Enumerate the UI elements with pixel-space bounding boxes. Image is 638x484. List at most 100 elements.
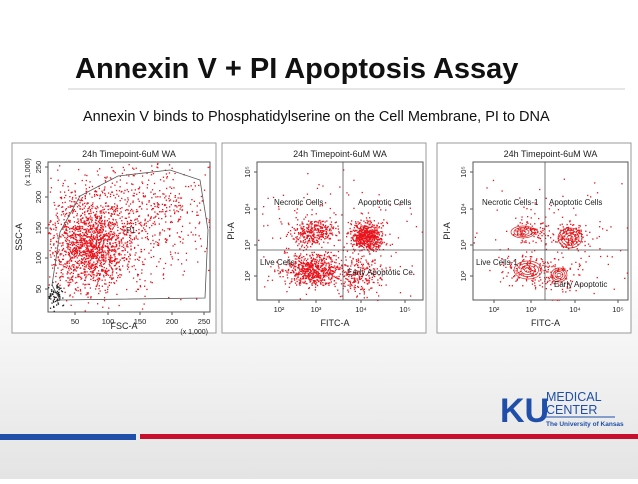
event-dot xyxy=(522,285,524,287)
event-dot xyxy=(421,231,423,233)
event-dot xyxy=(94,190,97,192)
event-dot xyxy=(295,255,297,257)
event-dot xyxy=(62,273,64,275)
event-dot xyxy=(76,281,78,284)
event-dot xyxy=(92,245,94,247)
event-dot xyxy=(322,279,324,281)
event-dot xyxy=(122,265,124,267)
event-dot xyxy=(186,211,188,213)
event-dot xyxy=(89,265,91,268)
event-dot xyxy=(527,216,529,218)
event-dot xyxy=(106,234,108,237)
event-dot xyxy=(577,229,580,231)
event-dot xyxy=(305,216,307,218)
event-dot xyxy=(376,232,378,234)
event-dot xyxy=(89,217,91,219)
event-dot xyxy=(564,235,566,237)
event-dot xyxy=(372,241,374,243)
event-dot xyxy=(331,275,334,277)
event-dot xyxy=(85,241,87,243)
x-tick-label: 10⁵ xyxy=(612,305,623,314)
event-dot xyxy=(143,248,146,251)
event-dot xyxy=(76,253,78,255)
event-dot xyxy=(502,261,504,264)
event-dot xyxy=(106,233,108,235)
event-dot xyxy=(561,236,564,238)
event-dot xyxy=(98,235,101,237)
event-dot xyxy=(88,283,91,285)
event-dot xyxy=(137,188,139,190)
event-dot xyxy=(132,175,134,177)
event-dot xyxy=(330,273,332,275)
event-dot xyxy=(364,234,366,236)
event-dot xyxy=(554,258,556,260)
event-dot xyxy=(501,271,503,274)
event-dot xyxy=(98,292,100,295)
event-dot xyxy=(91,251,93,253)
event-dot xyxy=(496,209,498,211)
event-dot xyxy=(119,217,121,219)
y-axis-label: PI-A xyxy=(226,222,236,240)
event-dot xyxy=(57,179,59,181)
event-dot xyxy=(359,226,362,229)
event-dot xyxy=(361,275,363,278)
event-dot xyxy=(85,222,87,224)
event-dot xyxy=(289,272,292,274)
event-dot xyxy=(313,275,316,278)
event-dot xyxy=(97,277,99,279)
event-dot xyxy=(95,255,97,257)
event-dot xyxy=(360,230,363,232)
event-dot xyxy=(267,224,269,227)
contour xyxy=(556,272,562,278)
event-dot xyxy=(369,229,371,231)
event-dot xyxy=(49,296,51,299)
event-dot xyxy=(67,285,70,287)
event-dot xyxy=(312,230,314,232)
event-dot xyxy=(87,257,89,260)
event-dot xyxy=(74,268,76,270)
event-dot xyxy=(573,274,575,276)
event-dot xyxy=(337,268,339,270)
event-dot xyxy=(319,234,321,236)
event-dot xyxy=(367,267,369,270)
event-dot xyxy=(577,243,579,245)
event-dot xyxy=(100,251,102,254)
event-dot xyxy=(547,235,549,237)
event-dot xyxy=(91,265,93,267)
logo-mark: KU xyxy=(500,392,549,430)
event-dot xyxy=(80,228,82,230)
event-dot xyxy=(117,277,119,279)
event-dot xyxy=(91,227,94,229)
event-dot xyxy=(170,204,172,206)
event-dot xyxy=(92,244,94,246)
event-dot xyxy=(63,219,65,221)
event-dot xyxy=(50,228,52,230)
event-dot xyxy=(132,195,134,197)
event-dot xyxy=(81,227,84,230)
event-dot xyxy=(299,260,301,263)
event-dot xyxy=(571,229,573,231)
event-dot xyxy=(128,205,130,207)
event-dot xyxy=(323,241,325,243)
event-dot xyxy=(101,270,103,272)
event-dot xyxy=(99,217,101,219)
event-dot xyxy=(553,234,555,236)
event-dot xyxy=(369,240,371,242)
event-dot xyxy=(626,227,629,229)
event-dot xyxy=(306,271,308,273)
event-dot xyxy=(145,230,147,233)
event-dot xyxy=(299,233,301,235)
event-dot xyxy=(70,281,72,283)
event-dot xyxy=(73,233,75,235)
event-dot xyxy=(562,229,565,232)
event-dot xyxy=(367,283,369,285)
event-dot xyxy=(329,268,331,270)
event-dot xyxy=(93,230,95,232)
logo-line: The University of Kansas xyxy=(546,421,624,428)
event-dot xyxy=(115,250,117,252)
event-dot xyxy=(311,267,313,269)
event-dot xyxy=(263,256,265,258)
event-dot xyxy=(349,271,351,273)
event-dot xyxy=(367,227,369,230)
event-dot xyxy=(357,241,360,243)
